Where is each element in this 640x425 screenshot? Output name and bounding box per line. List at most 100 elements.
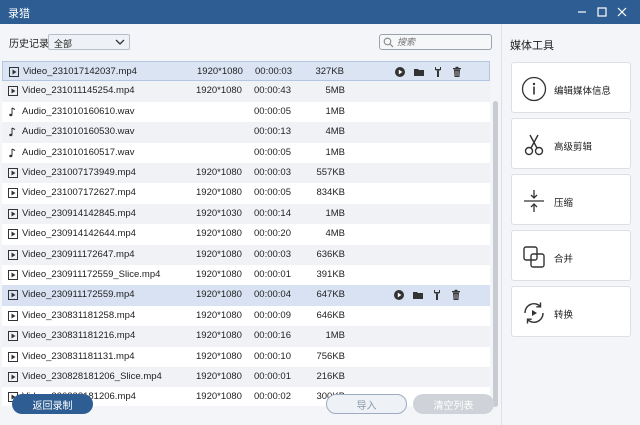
file-size: 1MB	[325, 330, 345, 342]
file-duration: 00:00:05	[254, 105, 291, 117]
convert-tool[interactable]: 转换	[511, 286, 631, 337]
file-duration: 00:00:04	[254, 289, 291, 301]
file-row[interactable]: Video_231017142037.mp4 1920*1080 00:00:03 3…	[2, 61, 490, 82]
merge-tool[interactable]: 合并	[511, 230, 631, 281]
video-file-icon	[9, 67, 19, 77]
tool-label: 高级剪辑	[554, 142, 593, 153]
file-row[interactable]: Audio_231010160530.wav 00:00:13 4MB	[2, 122, 490, 143]
file-row[interactable]: Audio_231010160610.wav 00:00:05 1MB	[2, 101, 490, 123]
file-duration: 00:00:03	[255, 66, 292, 77]
search-box[interactable]	[379, 34, 492, 50]
file-row[interactable]: Video_230831181131.mp4 1920*1080 00:00:10 7…	[2, 346, 490, 367]
file-name: Video_230914142845.mp4	[22, 207, 136, 219]
folder-icon[interactable]	[413, 66, 425, 78]
file-resolution: 1920*1080	[196, 371, 242, 382]
advanced-edit-tool[interactable]: 高级剪辑	[511, 118, 631, 169]
close-button[interactable]	[612, 2, 632, 22]
file-duration: 00:00:14	[254, 207, 291, 219]
file-size: 1MB	[325, 105, 345, 117]
search-icon	[383, 37, 394, 48]
file-row[interactable]: Video_230914142845.mp4 1920*1030 00:00:14 1…	[2, 203, 490, 225]
file-row[interactable]: Video_230831181258.mp4 1920*1080 00:00:09 6…	[2, 305, 490, 327]
file-duration: 00:00:05	[254, 146, 291, 158]
back-to-record-button[interactable]: 返回录制	[12, 394, 93, 414]
file-duration: 00:00:01	[254, 371, 291, 382]
file-duration: 00:00:43	[254, 85, 291, 97]
compress-icon	[521, 188, 547, 214]
edit-tools-icon[interactable]	[431, 289, 443, 301]
edit-media-info-tool[interactable]: 编辑媒体信息	[511, 62, 631, 113]
file-row[interactable]: Audio_231010160517.wav 00:00:05 1MB	[2, 142, 490, 163]
file-row[interactable]: Video_231007173949.mp4 1920*1080 00:00:03 5…	[2, 163, 490, 184]
file-row[interactable]: Video_230828181206_Slice.mp4 1920*1080 00:…	[2, 367, 490, 388]
video-file-icon	[8, 270, 18, 280]
search-input[interactable]	[397, 36, 487, 48]
info-icon	[521, 76, 547, 102]
file-duration: 00:00:03	[254, 248, 291, 260]
file-row[interactable]: Video_231007172627.mp4 1920*1080 00:00:05 8…	[2, 183, 490, 204]
scrollbar-thumb[interactable]	[493, 101, 498, 407]
file-row[interactable]: Video_230914142644.mp4 1920*1080 00:00:20 4…	[2, 224, 490, 245]
import-button[interactable]: 导入	[326, 394, 407, 414]
file-resolution: 1920*1080	[196, 187, 242, 199]
file-resolution: 1920*1080	[196, 350, 242, 362]
minimize-button[interactable]	[572, 2, 592, 22]
tool-label: 压缩	[554, 198, 574, 209]
file-duration: 00:00:02	[254, 391, 291, 403]
list-scrollbar[interactable]	[491, 61, 500, 407]
file-name: Video_230911172647.mp4	[22, 248, 135, 260]
file-size: 5MB	[325, 85, 345, 97]
file-size: 646KB	[316, 309, 345, 321]
file-row[interactable]: Video_230911172559.mp4 1920*1080 00:00:04 6…	[2, 285, 490, 306]
folder-icon[interactable]	[412, 289, 424, 301]
maximize-button[interactable]	[592, 2, 612, 22]
play-icon[interactable]	[394, 66, 406, 78]
file-name: Video_231017142037.mp4	[23, 66, 137, 77]
file-resolution: 1920*1080	[196, 391, 242, 403]
title-bar: 录猎	[0, 0, 640, 24]
video-file-icon	[8, 168, 18, 178]
audio-file-icon	[8, 127, 18, 137]
file-row[interactable]: Video_230911172647.mp4 1920*1080 00:00:03 6…	[2, 244, 490, 265]
edit-tools-icon[interactable]	[432, 66, 444, 78]
file-size: 647KB	[316, 289, 345, 301]
file-duration: 00:00:01	[254, 269, 291, 280]
file-size: 1MB	[325, 207, 345, 219]
merge-icon	[521, 244, 547, 270]
file-duration: 00:00:05	[254, 187, 291, 199]
video-file-icon	[8, 86, 18, 97]
file-duration: 00:00:09	[254, 309, 291, 321]
file-name: Video_231007172627.mp4	[22, 187, 136, 199]
history-filter-select[interactable]: 全部	[48, 34, 130, 50]
clear-list-button[interactable]: 清空列表	[413, 394, 494, 414]
file-name: Video_230914142644.mp4	[22, 228, 136, 240]
file-name: Audio_231010160530.wav	[22, 126, 135, 138]
minimize-icon	[578, 11, 586, 13]
file-row[interactable]: Video_231011145254.mp4 1920*1080 00:00:43 5…	[2, 81, 490, 102]
play-icon[interactable]	[393, 289, 405, 301]
file-duration: 00:00:20	[254, 228, 291, 240]
file-size: 1MB	[325, 146, 345, 158]
file-row[interactable]: Video_230831181216.mp4 1920*1080 00:00:16 1…	[2, 326, 490, 347]
maximize-icon	[597, 7, 607, 17]
file-name: Video_230911172559.mp4	[22, 289, 135, 301]
window-title: 录猎	[8, 8, 30, 20]
file-duration: 00:00:03	[254, 167, 291, 178]
tool-label: 合并	[554, 254, 574, 265]
file-size: 4MB	[325, 228, 345, 240]
video-file-icon	[8, 188, 18, 199]
compress-tool[interactable]: 压缩	[511, 174, 631, 225]
file-row[interactable]: Video_230911172559_Slice.mp4 1920*1080 00:…	[2, 265, 490, 286]
file-name: Video_230831181216.mp4	[22, 330, 136, 342]
file-size: 834KB	[316, 187, 345, 199]
history-panel: 历史记录 全部 Video_231017142037.mp4 1920*1080 0…	[0, 24, 501, 425]
tool-label: 编辑媒体信息	[554, 86, 612, 97]
file-resolution: 1920*1080	[197, 66, 243, 77]
trash-icon[interactable]	[451, 66, 463, 78]
file-name: Video_231007173949.mp4	[22, 167, 136, 178]
trash-icon[interactable]	[450, 289, 462, 301]
tool-label: 转换	[554, 310, 574, 321]
file-resolution: 1920*1080	[196, 248, 242, 260]
file-resolution: 1920*1080	[196, 330, 242, 342]
audio-file-icon	[8, 148, 18, 158]
